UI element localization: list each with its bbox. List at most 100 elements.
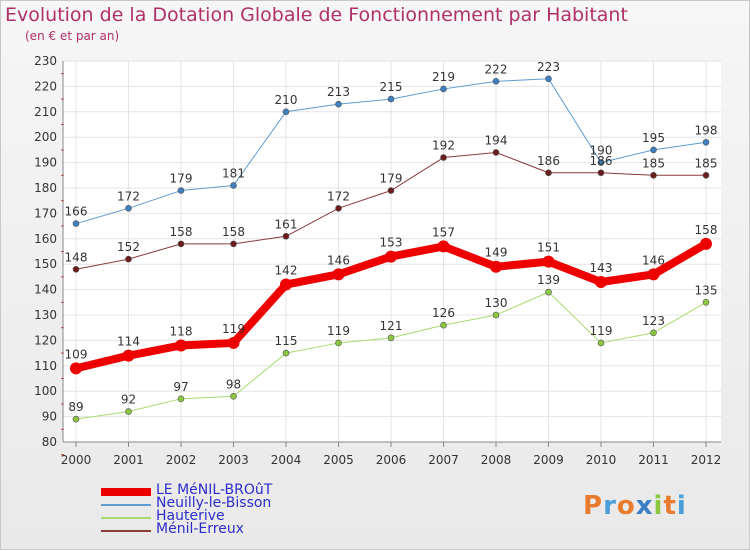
data-point-le-m-nil-bro-t [122, 349, 135, 362]
logo-letter: t [663, 491, 677, 521]
data-point-m-nil-erreux [440, 154, 447, 161]
x-tick-label: 2005 [323, 453, 354, 467]
data-label-m-nil-erreux: 158 [170, 225, 193, 239]
legend-label: Ménil-Erreux [156, 521, 244, 537]
data-label-m-nil-erreux: 185 [642, 156, 665, 170]
data-label-hauterive: 97 [173, 380, 188, 394]
data-point-le-m-nil-bro-t [227, 336, 240, 349]
x-tick-label: 2004 [271, 453, 302, 467]
logo-letter: i [653, 491, 664, 521]
data-point-hauterive [702, 298, 710, 306]
data-point-neuilly-le-bisson [387, 95, 395, 103]
legend-swatch [101, 504, 151, 506]
data-label-le-m-nil-bro-t: 146 [327, 253, 350, 267]
data-label-neuilly-le-bisson: 210 [275, 93, 298, 107]
data-point-neuilly-le-bisson [492, 78, 500, 85]
y-tick-label: 110 [34, 359, 57, 373]
data-label-le-m-nil-bro-t: 118 [170, 324, 193, 338]
data-label-hauterive: 119 [327, 324, 350, 338]
data-point-m-nil-erreux [125, 255, 132, 263]
data-label-m-nil-erreux: 148 [65, 250, 88, 264]
y-tick-label: 230 [34, 54, 57, 68]
data-label-neuilly-le-bisson: 195 [642, 131, 665, 145]
legend-swatch [101, 488, 151, 496]
data-point-neuilly-le-bisson [125, 205, 132, 212]
data-label-le-m-nil-bro-t: 114 [117, 335, 140, 349]
data-point-le-m-nil-bro-t [490, 260, 502, 273]
data-label-m-nil-erreux: 186 [590, 154, 613, 168]
data-label-hauterive: 126 [432, 306, 455, 320]
data-label-le-m-nil-bro-t: 119 [222, 322, 245, 336]
data-label-hauterive: 121 [380, 319, 403, 333]
y-tick-label: 210 [34, 105, 57, 119]
data-point-m-nil-erreux [335, 205, 342, 212]
data-label-hauterive: 119 [590, 324, 613, 338]
x-tick-label: 2002 [166, 453, 197, 467]
y-tick-label: 170 [34, 206, 57, 220]
data-point-neuilly-le-bisson [597, 159, 605, 166]
y-tick-label: 190 [34, 156, 57, 170]
data-point-hauterive [72, 415, 80, 423]
chart-subtitle: (en € et par an) [25, 29, 120, 43]
data-point-neuilly-le-bisson [72, 220, 80, 227]
data-point-neuilly-le-bisson [282, 108, 290, 116]
data-point-m-nil-erreux [545, 169, 552, 177]
data-label-le-m-nil-bro-t: 153 [380, 236, 403, 250]
y-tick-label: 100 [34, 384, 57, 398]
y-tick-label: 80 [42, 435, 57, 449]
data-label-neuilly-le-bisson: 223 [537, 60, 560, 74]
y-tick-label: 180 [34, 181, 57, 195]
y-tick-label: 160 [34, 232, 57, 246]
proxiti-logo: Proxiti [583, 491, 687, 521]
data-label-neuilly-le-bisson: 181 [222, 166, 245, 180]
logo-letter: r [603, 491, 617, 521]
data-label-hauterive: 92 [121, 393, 136, 407]
data-point-m-nil-erreux [230, 240, 237, 248]
data-point-neuilly-le-bisson [440, 85, 447, 93]
logo-letter: P [583, 491, 604, 521]
data-label-neuilly-le-bisson: 219 [432, 70, 455, 84]
data-label-le-m-nil-bro-t: 146 [642, 253, 665, 267]
data-point-hauterive [545, 288, 552, 296]
data-point-hauterive [650, 329, 657, 337]
legend-swatch [101, 517, 151, 519]
data-point-hauterive [440, 321, 447, 329]
data-label-m-nil-erreux: 161 [275, 217, 298, 231]
data-point-neuilly-le-bisson [702, 138, 710, 146]
data-label-le-m-nil-bro-t: 157 [432, 225, 455, 239]
data-point-m-nil-erreux [597, 169, 605, 177]
data-label-hauterive: 89 [68, 400, 83, 414]
y-tick-label: 90 [42, 410, 57, 424]
data-point-m-nil-erreux [72, 265, 80, 273]
legend-swatch [101, 530, 151, 532]
data-point-neuilly-le-bisson [177, 187, 185, 194]
x-tick-label: 2007 [428, 453, 459, 467]
data-label-hauterive: 123 [642, 314, 665, 328]
data-label-neuilly-le-bisson: 222 [485, 62, 508, 76]
data-point-neuilly-le-bisson [230, 182, 237, 189]
data-label-hauterive: 135 [695, 283, 718, 297]
data-point-m-nil-erreux [177, 240, 185, 248]
data-point-le-m-nil-bro-t [542, 255, 555, 268]
data-label-neuilly-le-bisson: 213 [327, 85, 350, 99]
x-tick-label: 2000 [61, 453, 92, 467]
y-tick-label: 140 [34, 283, 57, 297]
data-point-hauterive [492, 311, 500, 319]
data-point-neuilly-le-bisson [650, 146, 657, 154]
data-point-hauterive [177, 395, 185, 403]
y-tick-label: 200 [34, 130, 57, 144]
data-point-hauterive [125, 408, 132, 415]
data-point-m-nil-erreux [387, 187, 395, 194]
logo-letter: i [676, 491, 687, 521]
x-tick-label: 2011 [638, 453, 669, 467]
data-label-neuilly-le-bisson: 215 [380, 80, 403, 94]
data-point-le-m-nil-bro-t [700, 237, 712, 250]
y-tick-label: 220 [34, 79, 57, 93]
data-point-le-m-nil-bro-t [332, 268, 345, 281]
x-tick-label: 2012 [691, 453, 722, 467]
data-point-m-nil-erreux [650, 172, 657, 179]
data-label-m-nil-erreux: 172 [327, 189, 350, 203]
y-tick-label: 150 [34, 257, 57, 271]
data-point-m-nil-erreux [492, 149, 500, 156]
